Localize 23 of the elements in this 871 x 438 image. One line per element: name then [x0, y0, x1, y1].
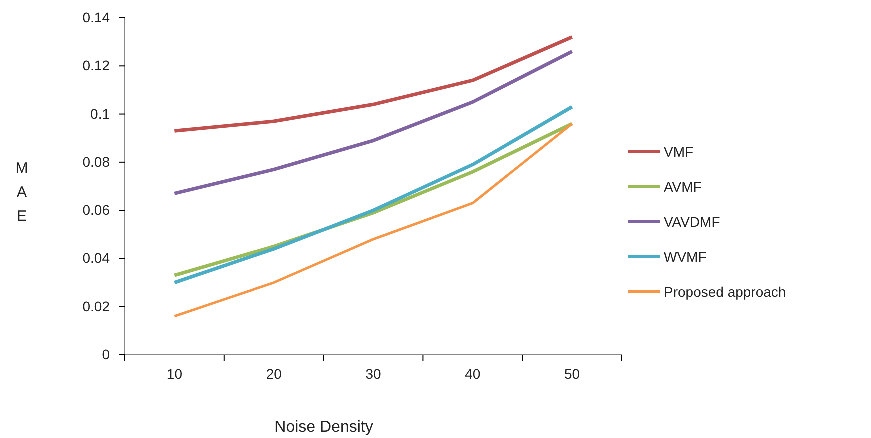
x-tick-label: 50: [564, 366, 580, 382]
x-tick-label: 30: [366, 366, 382, 382]
y-tick-label: 0.04: [82, 250, 110, 266]
legend-label: Proposed approach: [664, 284, 786, 300]
x-tick-label: 10: [166, 366, 183, 382]
y-tick-label: 0.14: [82, 9, 110, 26]
legend-label: AVMF: [664, 179, 702, 195]
y-axis-title: MAE: [16, 160, 28, 225]
y-tick-label: 0.08: [82, 154, 110, 170]
x-tick-label: 20: [266, 366, 282, 382]
x-tick-label: 40: [465, 366, 481, 382]
legend-label: VAVDMF: [664, 214, 720, 230]
legend-label: WVMF: [664, 249, 707, 265]
y-tick-label: 0.1: [90, 106, 110, 122]
legend-label: VMF: [664, 144, 694, 160]
line-series: [173, 122, 574, 318]
y-tick-label: 0.06: [82, 202, 110, 218]
line-series: [172, 36, 574, 133]
line-series: [172, 50, 574, 196]
y-tick-label: 0: [102, 346, 110, 362]
y-tick-label: 0.02: [82, 298, 110, 314]
x-axis-title: Noise Density: [274, 419, 374, 436]
y-tick-label: 0.12: [82, 58, 110, 74]
